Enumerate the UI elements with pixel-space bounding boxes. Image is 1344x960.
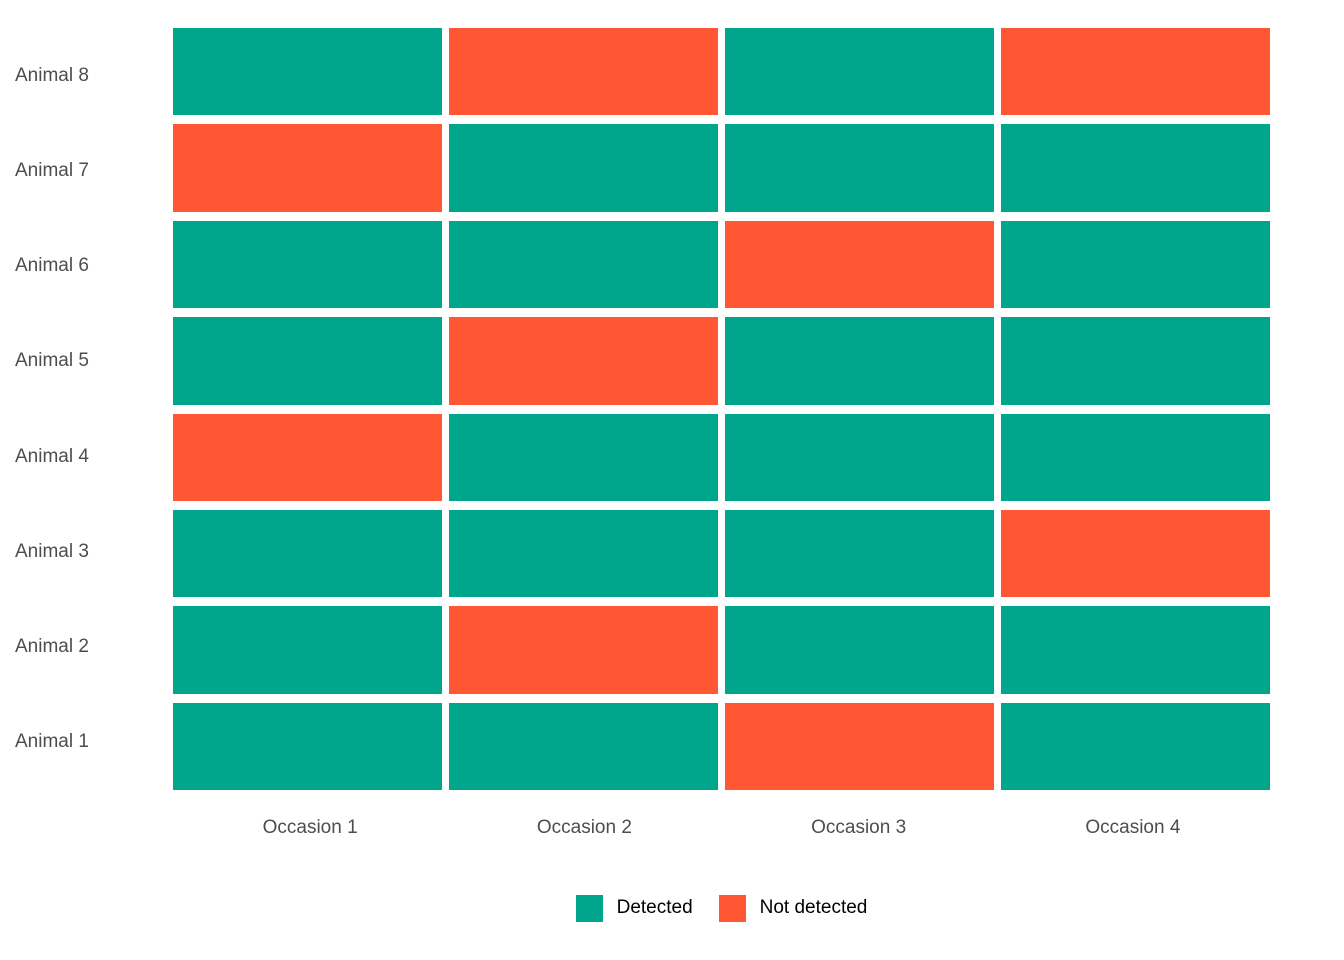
y-axis-label-animal-8: Animal 8 bbox=[15, 64, 89, 86]
cell-animal-4-occasion-2-detected bbox=[449, 413, 718, 501]
y-axis-label-animal-4: Animal 4 bbox=[15, 445, 89, 467]
cell-animal-3-occasion-4-not-detected bbox=[1001, 509, 1270, 598]
cell-animal-8-occasion-3-detected bbox=[725, 28, 994, 116]
y-axis-label-animal-3: Animal 3 bbox=[15, 540, 89, 562]
legend-item-detected: Detected bbox=[575, 894, 693, 922]
y-axis-label-animal-2: Animal 2 bbox=[15, 636, 89, 658]
cell-animal-8-occasion-1-detected bbox=[173, 28, 442, 116]
cell-animal-5-occasion-3-detected bbox=[725, 317, 994, 405]
y-axis-label-animal-5: Animal 5 bbox=[15, 350, 89, 372]
cell-animal-2-occasion-3-detected bbox=[725, 606, 994, 694]
cell-animal-5-occasion-1-detected bbox=[173, 317, 442, 405]
cell-animal-7-occasion-1-not-detected bbox=[173, 124, 442, 212]
legend-item-not-detected: Not detected bbox=[718, 894, 868, 922]
x-axis-label-occasion-3: Occasion 3 bbox=[811, 817, 907, 838]
not-detected-label: Not detected bbox=[759, 897, 868, 918]
x-axis-label-occasion-2: Occasion 2 bbox=[536, 817, 632, 838]
cell-animal-2-occasion-2-not-detected bbox=[449, 606, 718, 694]
cell-animal-6-occasion-2-detected bbox=[449, 220, 718, 309]
cell-animal-8-occasion-2-not-detected bbox=[449, 28, 718, 116]
cell-animal-4-occasion-3-detected bbox=[725, 413, 994, 501]
cell-animal-3-occasion-2-detected bbox=[449, 509, 718, 598]
x-axis-label-occasion-1: Occasion 1 bbox=[262, 817, 358, 838]
x-axis-label-occasion-4: Occasion 4 bbox=[1085, 817, 1181, 838]
cell-animal-2-occasion-4-detected bbox=[1001, 606, 1270, 694]
cell-animal-7-occasion-3-detected bbox=[725, 124, 994, 212]
cell-animal-1-occasion-3-not-detected bbox=[725, 702, 994, 790]
y-axis-label-animal-1: Animal 1 bbox=[15, 731, 89, 753]
cell-animal-5-occasion-2-not-detected bbox=[449, 317, 718, 405]
y-axis-label-animal-6: Animal 6 bbox=[15, 255, 89, 277]
cell-animal-3-occasion-1-detected bbox=[173, 509, 442, 598]
cell-animal-1-occasion-2-detected bbox=[449, 702, 718, 790]
cell-animal-6-occasion-4-detected bbox=[1001, 220, 1270, 309]
y-axis-labels: Animal 8 Animal 7 Animal 6 Animal 5 Animal 4… bbox=[0, 28, 160, 790]
cell-animal-1-occasion-1-detected bbox=[173, 702, 442, 790]
legend: Detected Not detected bbox=[173, 893, 1270, 923]
detected-label: Detected bbox=[616, 897, 693, 918]
cell-animal-4-occasion-4-detected bbox=[1001, 413, 1270, 501]
detected-swatch bbox=[575, 894, 603, 922]
cell-animal-5-occasion-4-detected bbox=[1001, 317, 1270, 405]
cell-animal-7-occasion-2-detected bbox=[449, 124, 718, 212]
cell-animal-7-occasion-4-detected bbox=[1001, 124, 1270, 212]
y-axis-label-animal-7: Animal 7 bbox=[15, 159, 89, 181]
cell-animal-8-occasion-4-not-detected bbox=[1001, 28, 1270, 116]
cell-animal-3-occasion-3-detected bbox=[725, 509, 994, 598]
cell-animal-4-occasion-1-not-detected bbox=[173, 413, 442, 501]
x-axis-labels: Occasion 1 Occasion 2 Occasion 3 Occasion 4 bbox=[173, 810, 1270, 846]
cell-animal-6-occasion-3-not-detected bbox=[725, 220, 994, 309]
heatmap-panel bbox=[173, 28, 1270, 790]
cell-animal-6-occasion-1-detected bbox=[173, 220, 442, 309]
cell-animal-1-occasion-4-detected bbox=[1001, 702, 1270, 790]
cell-animal-2-occasion-1-detected bbox=[173, 606, 442, 694]
not-detected-swatch bbox=[718, 894, 746, 922]
